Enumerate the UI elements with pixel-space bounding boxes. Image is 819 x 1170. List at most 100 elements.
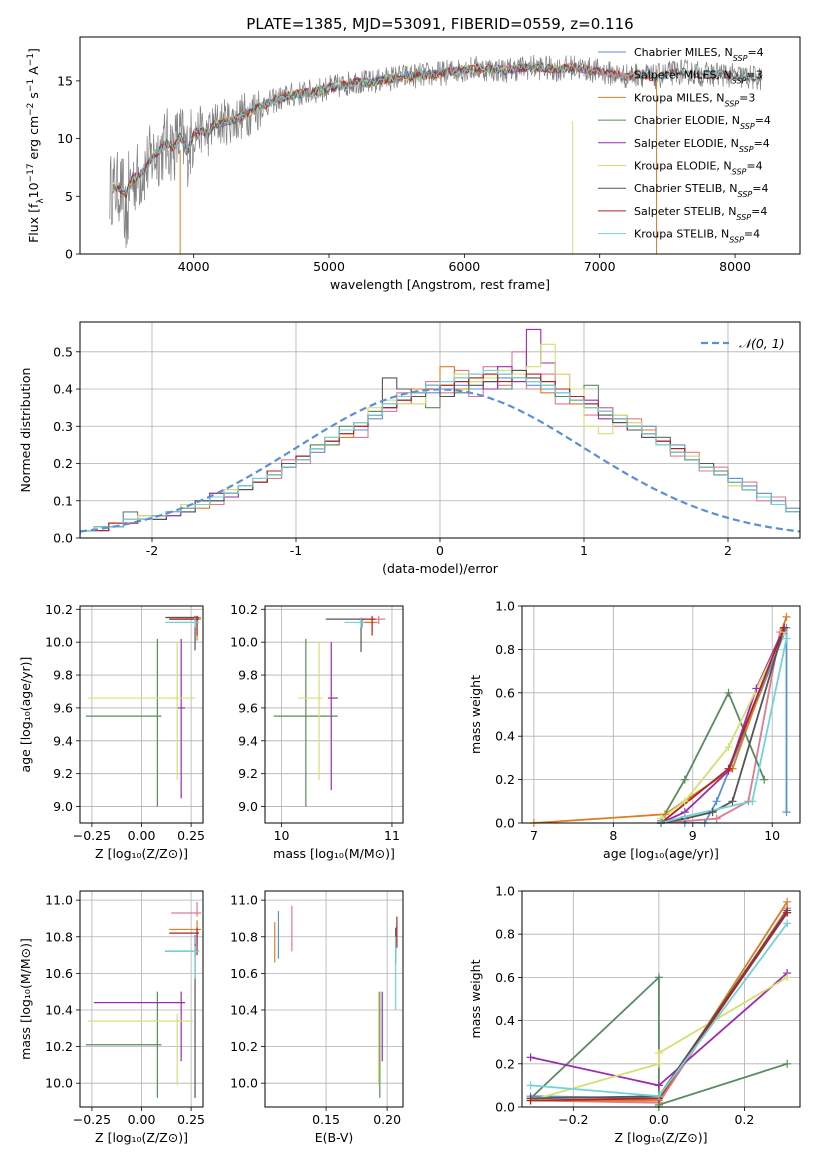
weight_vs_Z-ylabel: mass weight <box>468 959 483 1038</box>
weight-point-marker <box>680 797 689 806</box>
age_vs_mass-frame <box>264 605 404 824</box>
legend-label-sub: SSP <box>733 54 748 63</box>
weight_vs_age-xtick-label: 10 <box>764 828 780 843</box>
residuals-xlabel: (data-model)/error <box>382 561 499 576</box>
spectrum-ylabel-part: −17 <box>26 163 36 182</box>
weight-point-marker <box>780 623 789 632</box>
residuals-plot-area <box>80 322 800 538</box>
spectrum-xtick-label: 5000 <box>313 259 345 274</box>
mass_vs_Z-xtick-label: −0.25 <box>73 1112 111 1127</box>
weight_vs_Z-ytick-label: 0.6 <box>495 970 515 985</box>
legend-label-sub: SSP <box>738 190 753 199</box>
spectrum-plot-area <box>109 54 763 254</box>
residuals-ytick-label: 0.5 <box>53 344 73 359</box>
weight-point-marker <box>654 1049 663 1057</box>
mass_vs_Z-ytick-label: 11.0 <box>45 893 73 908</box>
weight_vs_Z-ytick-label: 1.0 <box>495 884 515 899</box>
weight_vs_age-ytick-label: 0.6 <box>495 685 515 700</box>
weight-point-marker <box>712 814 721 823</box>
weight-point-marker <box>660 810 669 819</box>
spectrum-xtick-label: 4000 <box>178 259 210 274</box>
legend-label-suffix: =4 <box>747 46 763 59</box>
weight_vs_Z-xtick-label: 0.2 <box>734 1112 754 1127</box>
weight-point-marker <box>654 1059 663 1068</box>
residuals-ytick-label: 0.0 <box>53 531 73 546</box>
legend-label-sub: SSP <box>736 212 751 221</box>
histogram-series-step <box>80 328 800 535</box>
weight-point-marker <box>708 808 717 817</box>
age_vs_Z-ytick-label: 10.0 <box>45 635 73 650</box>
mass_vs_ebv-plot-area <box>265 891 403 1107</box>
spectrum-data-line <box>109 54 763 249</box>
age_vs_Z-ytick-label: 9.4 <box>53 733 73 748</box>
legend-label: 𝒩(0, 1) <box>739 336 785 351</box>
weight-point-marker <box>724 688 733 697</box>
age_vs_mass-xtick-label: 10 <box>274 828 290 843</box>
legend-label: Salpeter STELIB, NSSP=4 <box>634 205 767 222</box>
legend-label-main: Kroupa MILES, N <box>634 91 724 104</box>
weight_vs_age-panel: 7 8 9 10 0.0 0.2 0.4 0.6 0.8 1.0 age [log₁₀(age/yr… <box>468 599 801 861</box>
legend-label-suffix: =4 <box>746 160 762 173</box>
normal-curve-line <box>80 388 800 533</box>
legend-label-suffix: =4 <box>755 114 771 127</box>
residuals-xtick-label: -1 <box>290 543 302 558</box>
weight-series-line <box>660 690 766 822</box>
legend-label-main: Chabrier MILES, N <box>634 46 733 59</box>
mass_vs_Z-ytick-label: 10.4 <box>45 1002 73 1017</box>
legend-label-suffix: =4 <box>744 228 760 241</box>
weight-point-marker <box>782 808 791 817</box>
legend-label-suffix: =4 <box>752 182 768 195</box>
weight_vs_age-ytick-label: 0.0 <box>495 816 515 831</box>
legend-label-suffix: =3 <box>739 91 755 104</box>
histogram-series-step <box>80 366 800 532</box>
weight_vs_age-xtick-label: 9 <box>689 828 697 843</box>
weight_vs_Z-xlabel: Z [log₁₀(Z/Z⊙)] <box>615 1130 708 1145</box>
age_vs_mass-xlabel: mass [log₁₀(M/M⊙)] <box>273 846 395 861</box>
legend-label-suffix: =4 <box>751 205 767 218</box>
legend-label-sub: SSP <box>740 122 755 131</box>
age_vs_Z-ylabel: age [log₁₀(age/yr)] <box>18 657 33 773</box>
age_vs_Z-ytick-label: 9.0 <box>53 799 73 814</box>
age_vs_mass-panel: 10 11 9.0 9.2 9.4 9.6 9.8 10.0 10.2 mass [log₁₀(M… <box>230 602 404 861</box>
age_vs_mass-ytick-label: 9.6 <box>238 700 258 715</box>
legend-label: Chabrier ELODIE, NSSP=4 <box>634 114 771 131</box>
weight-point-marker <box>654 1081 663 1090</box>
age_vs_Z-ytick-label: 9.6 <box>53 700 73 715</box>
mass_vs_Z-ytick-label: 10.2 <box>45 1039 73 1054</box>
spectrum-xtick-label: 8000 <box>719 259 751 274</box>
spectrum-ylabel-part: −1 <box>26 53 36 66</box>
weight-point-marker <box>680 812 689 821</box>
mass_vs_ebv-xtick-label: 0.15 <box>312 1112 340 1127</box>
weight-point-marker <box>782 612 791 621</box>
weight-point-marker <box>526 1053 535 1062</box>
weight-series-line <box>660 627 785 823</box>
weight_vs_age-frame <box>521 605 801 824</box>
legend-label: Salpeter ELODIE, NSSP=4 <box>634 137 770 154</box>
weight-point-marker <box>783 919 792 928</box>
age_vs_Z-frame <box>79 605 204 824</box>
spectrum-ylabel-part: ] <box>26 48 41 53</box>
spectrum-ylabel-part: erg cm <box>26 116 41 164</box>
legend-label-sub: SSP <box>732 76 747 85</box>
legend-label-main: Salpeter STELIB, N <box>634 205 736 218</box>
weight_vs_Z-frame <box>521 890 801 1108</box>
residuals-ylabel: Normed distribution <box>18 368 33 493</box>
legend-label: Kroupa STELIB, NSSP=4 <box>634 228 760 245</box>
weight_vs_age-ytick-label: 0.2 <box>495 772 515 787</box>
weight_vs_Z-ytick-label: 0.8 <box>495 927 515 942</box>
spectrum-ylabel-part: Flux [f <box>26 203 41 243</box>
age_vs_mass-xtick-label: 11 <box>384 828 400 843</box>
legend-label-main: Salpeter ELODIE, N <box>634 137 739 150</box>
weight_vs_age-ylabel: mass weight <box>468 675 483 754</box>
residuals-xtick-label: -2 <box>146 543 158 558</box>
legend-label-sub: SSP <box>739 144 754 153</box>
residuals-xtick-label: 1 <box>580 543 588 558</box>
residuals-ytick-label: 0.2 <box>53 456 73 471</box>
legend-label-sub: SSP <box>729 235 744 244</box>
mass_vs_Z-frame <box>79 890 204 1108</box>
weight-point-marker <box>748 797 757 806</box>
age_vs_mass-ytick-label: 9.8 <box>238 668 258 683</box>
spectrum-model-line <box>112 62 763 196</box>
